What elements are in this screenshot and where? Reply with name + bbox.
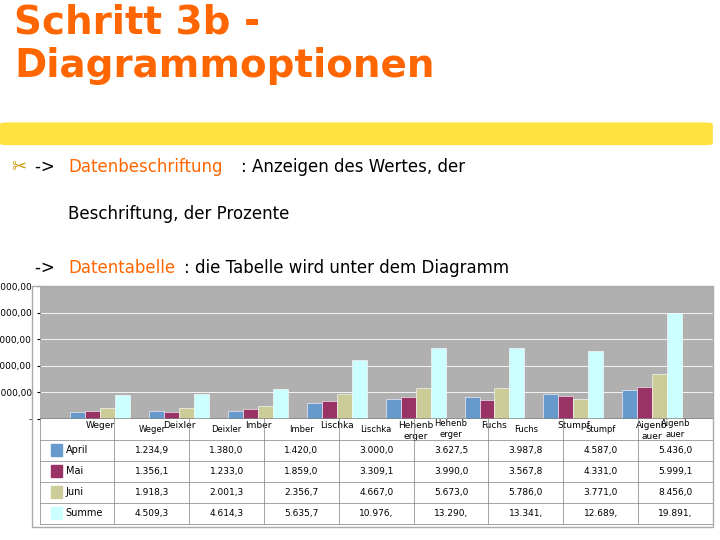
Bar (179, 408, 194, 418)
Text: 10.976,: 10.976, (359, 509, 393, 518)
Bar (510, 348, 524, 418)
Bar (637, 387, 652, 418)
Bar (415, 388, 431, 418)
Bar (273, 389, 288, 419)
Text: Fuchs: Fuchs (514, 424, 538, 434)
Text: Summe: Summe (66, 508, 103, 518)
Bar (194, 394, 209, 418)
Bar (51, 444, 62, 456)
Text: 1.420,0: 1.420,0 (284, 446, 318, 455)
Text: Aigenb
auer: Aigenb auer (661, 420, 690, 438)
Bar (243, 409, 258, 419)
Bar (495, 388, 510, 418)
Bar (431, 348, 446, 418)
Text: 1.234,9: 1.234,9 (135, 446, 169, 455)
Text: 12.689,: 12.689, (583, 509, 618, 518)
Text: : die Tabelle wird unter dem Diagramm: : die Tabelle wird unter dem Diagramm (184, 259, 509, 277)
Bar (164, 412, 179, 418)
Text: 1.859,0: 1.859,0 (284, 467, 318, 476)
Text: Imber: Imber (289, 424, 314, 434)
Text: angezeigt (siehe folgendes Diagramm): angezeigt (siehe folgendes Diagramm) (68, 307, 392, 325)
Text: Lischka: Lischka (361, 424, 392, 434)
Bar (352, 360, 366, 418)
Text: 3.000,0: 3.000,0 (359, 446, 393, 455)
Text: 19.891,: 19.891, (658, 509, 693, 518)
Bar (71, 412, 85, 418)
Bar (573, 399, 588, 418)
Text: 3.771,0: 3.771,0 (583, 488, 618, 497)
Bar (149, 411, 164, 418)
Text: 5.786,0: 5.786,0 (508, 488, 543, 497)
Text: 5.635,7: 5.635,7 (284, 509, 318, 518)
Text: : Anzeigen des Wertes, der: : Anzeigen des Wertes, der (241, 158, 465, 176)
Text: Weger: Weger (138, 424, 166, 434)
Bar (480, 400, 495, 419)
FancyBboxPatch shape (0, 123, 713, 145)
Bar (322, 401, 337, 418)
Text: 4.667,0: 4.667,0 (359, 488, 393, 497)
Text: April: April (66, 445, 88, 455)
Bar (400, 397, 415, 418)
Text: 2.356,7: 2.356,7 (284, 488, 318, 497)
Text: 4.587,0: 4.587,0 (583, 446, 618, 455)
Bar (667, 313, 683, 418)
Text: 3.990,0: 3.990,0 (434, 467, 468, 476)
Bar (85, 411, 100, 418)
Text: Datentabelle: Datentabelle (68, 259, 176, 277)
Bar (337, 394, 352, 418)
Text: 5.999,1: 5.999,1 (658, 467, 693, 476)
Bar (100, 408, 115, 418)
Text: 13.290,: 13.290, (434, 509, 468, 518)
Text: 3.309,1: 3.309,1 (359, 467, 393, 476)
Bar (464, 397, 480, 418)
Bar (228, 411, 243, 418)
Text: 1.356,1: 1.356,1 (135, 467, 169, 476)
Bar (258, 406, 273, 418)
Text: 1.918,3: 1.918,3 (135, 488, 169, 497)
Text: Mai: Mai (66, 466, 83, 476)
Text: 13.341,: 13.341, (508, 509, 543, 518)
Text: ->: -> (35, 259, 60, 277)
Text: Stumpf: Stumpf (585, 424, 616, 434)
Bar (652, 374, 667, 418)
Text: 5.673,0: 5.673,0 (434, 488, 468, 497)
Text: Schritt 3b -
Diagrammoptionen: Schritt 3b - Diagrammoptionen (14, 3, 435, 85)
Bar (51, 465, 62, 477)
Bar (115, 395, 130, 418)
Text: 3.567,8: 3.567,8 (508, 467, 543, 476)
Text: 5.436,0: 5.436,0 (658, 446, 693, 455)
Text: Datenbeschriftung: Datenbeschriftung (68, 158, 223, 176)
Bar (51, 487, 62, 498)
Text: ✂: ✂ (11, 158, 26, 176)
Text: 3.987,8: 3.987,8 (508, 446, 543, 455)
Bar (588, 352, 603, 418)
Text: Beschriftung, der Prozente: Beschriftung, der Prozente (68, 205, 289, 223)
Text: Juni: Juni (66, 487, 84, 497)
Text: 1.233,0: 1.233,0 (210, 467, 244, 476)
Bar (51, 508, 62, 519)
Bar (544, 394, 559, 418)
Text: ->: -> (35, 158, 60, 176)
Text: 8.456,0: 8.456,0 (658, 488, 693, 497)
Bar (386, 399, 400, 418)
Bar (559, 396, 573, 418)
Bar (307, 403, 322, 418)
Text: 4.331,0: 4.331,0 (583, 467, 618, 476)
Text: 3.627,5: 3.627,5 (434, 446, 468, 455)
Text: 2.001,3: 2.001,3 (210, 488, 244, 497)
Text: 4.509,3: 4.509,3 (135, 509, 169, 518)
Text: Deixler: Deixler (212, 424, 242, 434)
Text: 1.380,0: 1.380,0 (210, 446, 244, 455)
Text: Hehenb
erger: Hehenb erger (434, 420, 467, 438)
Text: 4.614,3: 4.614,3 (210, 509, 243, 518)
Bar (622, 390, 637, 418)
